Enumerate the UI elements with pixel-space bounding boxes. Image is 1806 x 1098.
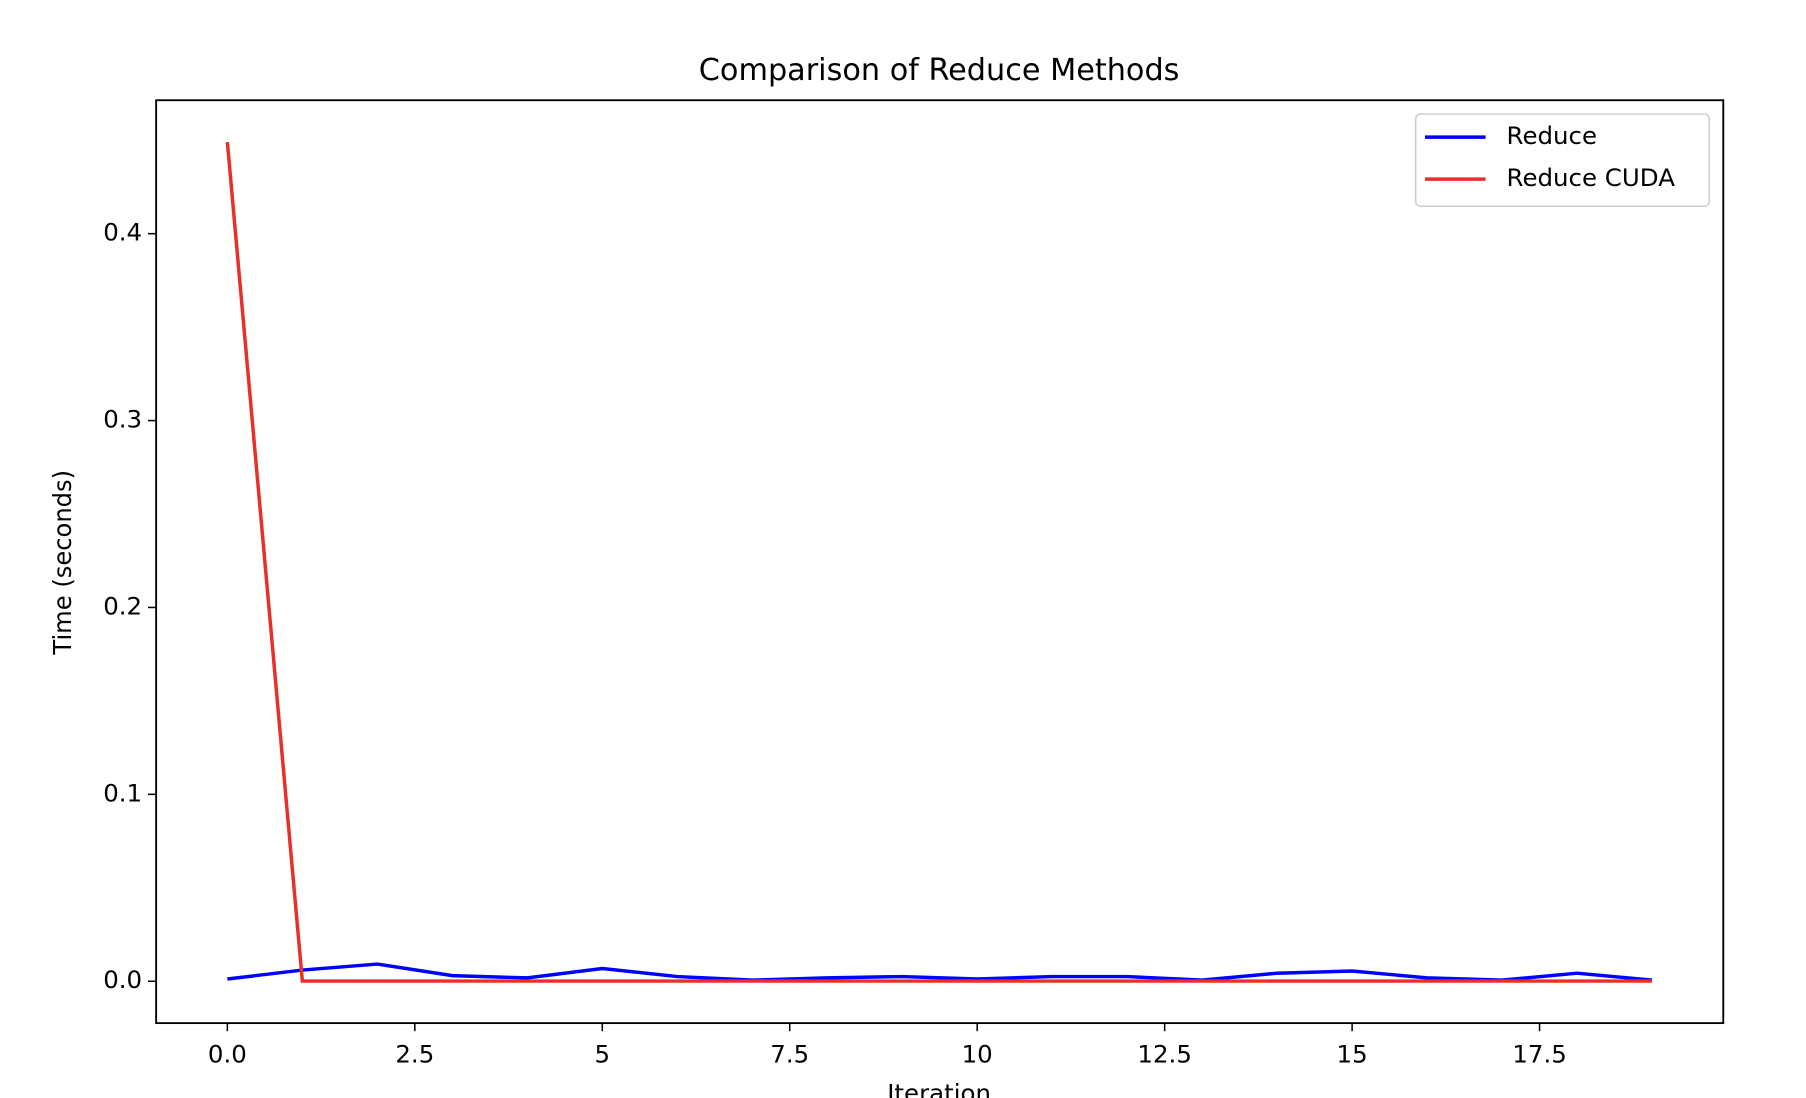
x-tick-label: 17.5 (1512, 1039, 1566, 1068)
y-tick-label: 0.3 (103, 405, 142, 434)
legend-box (1414, 113, 1711, 207)
data-line (225, 141, 1653, 983)
y-tick-label: 0.0 (103, 965, 142, 994)
x-tick-label: 15 (1337, 1039, 1368, 1068)
legend-label: Reduce (1507, 121, 1597, 150)
chart-title: Comparison of Reduce Methods (699, 53, 1180, 88)
y-tick-label: 0.1 (103, 778, 142, 807)
x-tick-label: 2.5 (395, 1039, 434, 1068)
x-tick-label: 12.5 (1137, 1039, 1191, 1068)
y-axis-label: Time (seconds) (48, 470, 77, 656)
x-tick-label: 5 (594, 1039, 610, 1068)
data-line (227, 962, 1653, 982)
legend: Reduce Reduce CUDA (1414, 113, 1711, 207)
x-axis-label: Iteration (887, 1079, 991, 1098)
x-tick-label: 7.5 (770, 1039, 809, 1068)
x-tick-label: 10 (962, 1039, 993, 1068)
legend-label: Reduce CUDA (1507, 163, 1676, 192)
plot-frame (155, 99, 1725, 1025)
y-tick-label: 0.2 (103, 592, 142, 621)
y-tick-label: 0.4 (103, 218, 142, 247)
x-tick-label: 0.0 (208, 1039, 247, 1068)
